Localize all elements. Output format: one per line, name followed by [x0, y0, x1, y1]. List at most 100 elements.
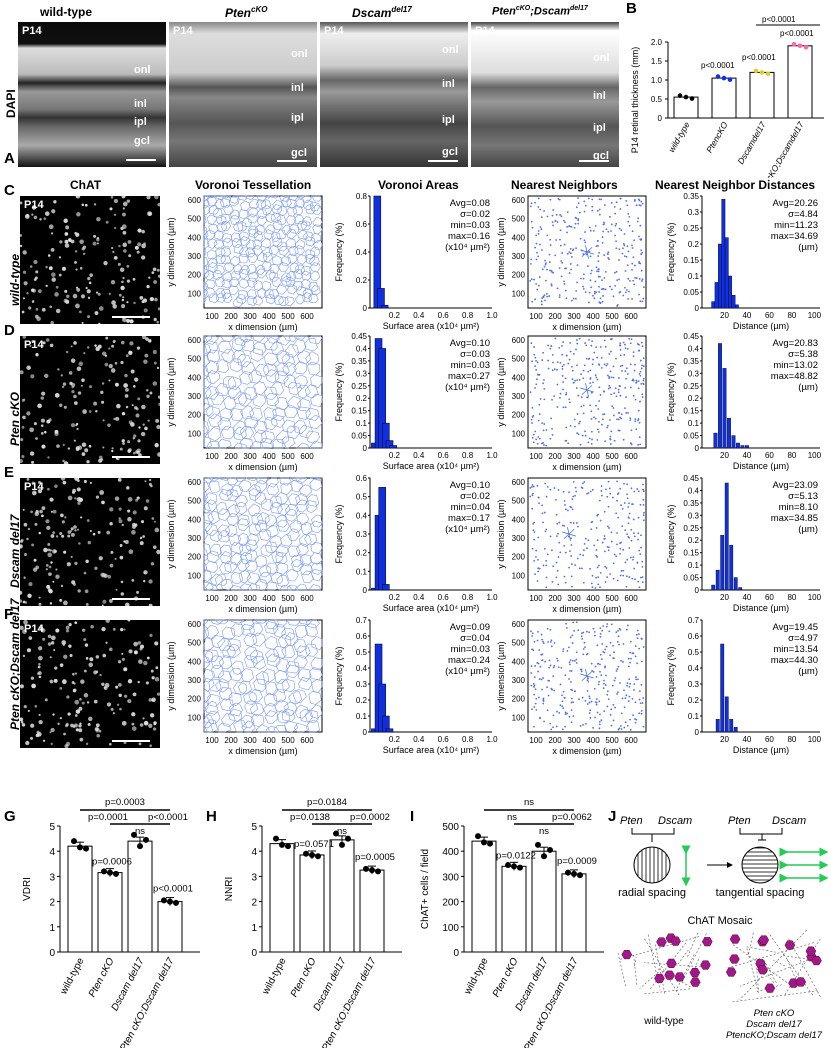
panel-b-bar [673, 96, 699, 119]
chart-point [505, 862, 511, 869]
area-xtick: 0.8 [462, 735, 474, 744]
chart-ytick: 400 [442, 847, 459, 858]
chart-ylabel: NNRI [224, 877, 235, 901]
chart-ytick: 0 [251, 948, 257, 959]
chart-category: wild-type [58, 956, 87, 997]
chart-pvalue: p=0.0062 [552, 812, 592, 823]
chart-ytick: 2 [251, 898, 257, 909]
nnd-hist-bar [738, 587, 743, 591]
nnd-stat: max=34.85 [771, 513, 818, 524]
area-stat: max=0.16 [448, 231, 490, 242]
nnd-xlabel: Distance (µm) [733, 745, 789, 755]
nnd-ytick: 0.7 [688, 616, 700, 625]
nn-distance-histogram: 0 0.05 0.1 0.15 0.2 0.25 0.3 0.35 20 40 60 80 100 Dis… [666, 192, 822, 331]
area-xtick: 0.4 [413, 311, 425, 320]
micrograph-a-double: P14 onl inl ipl gcl [471, 22, 619, 167]
voronoi-xtick: 300 [243, 452, 257, 461]
nnd-stat: max=48.82 [771, 371, 818, 382]
area-xlabel: Surface area (x10⁴ µm²) [383, 745, 480, 755]
nnd-xtick: 100 [808, 311, 822, 320]
area-xtick: 1.0 [486, 451, 498, 460]
nnd-ytick: 0.1 [688, 712, 700, 721]
area-xtick: 0.8 [462, 311, 474, 320]
nnd-stat: (µm) [798, 666, 818, 677]
nnd-stat: min=8.10 [779, 502, 818, 513]
nn-ytick: 600 [512, 196, 526, 205]
area-ytick: 0.3 [356, 530, 368, 539]
chart-pvalue: p=0.0002 [350, 812, 390, 823]
mosaic-cell [656, 937, 667, 947]
nnd-stat: max=34.69 [771, 231, 818, 242]
area-xlabel: Surface area (x10⁴ µm²) [383, 603, 480, 613]
area-stat: σ=0.03 [460, 349, 490, 360]
chart-pvalue: ns [524, 797, 534, 808]
chart-point [541, 853, 547, 860]
nnd-hist-bar [733, 726, 738, 733]
chart-pvalue: p=0.0006 [92, 857, 132, 868]
chart-ytick: 0 [453, 948, 459, 959]
panel-b-point [753, 68, 759, 74]
panel-letter-h: H [206, 808, 217, 825]
mosaic-cell [795, 977, 807, 987]
voronoi-xlabel: x dimension (µm) [228, 604, 297, 614]
nnd-xtick: 60 [765, 593, 774, 602]
area-ytick: 0.45 [351, 332, 367, 341]
nnd-xtick: 40 [742, 593, 751, 602]
panel-j-pten-left: Pten [620, 815, 643, 827]
chart-ytick: 300 [442, 872, 459, 883]
chart-bar [471, 840, 497, 953]
area-stat: σ=0.02 [460, 491, 490, 502]
chart-category: wild-type [260, 956, 289, 997]
nn-ytick: 500 [512, 497, 526, 506]
nnd-ytick: 0.2 [688, 394, 700, 403]
nn-xtick: 200 [548, 594, 562, 603]
nnd-hist-bar [733, 577, 738, 591]
area-stat: min=0.03 [451, 220, 490, 231]
nnd-ytick: 0.3 [688, 680, 700, 689]
chat-micrograph: P14 [20, 620, 160, 748]
nnd-xlabel: Distance (µm) [733, 321, 789, 331]
area-hist-bar [378, 487, 386, 591]
header-voronoi-areas: Voronoi Areas [378, 178, 459, 192]
panel-b-point [803, 45, 809, 50]
mosaic-cell [729, 954, 740, 964]
area-ytick: 0.2 [356, 696, 368, 705]
area-stat: (x10⁴ µm²) [445, 242, 490, 253]
chart-point [475, 833, 481, 840]
chart-point [487, 840, 493, 847]
chart-ytick: 5 [251, 822, 257, 833]
nnd-xtick: 20 [720, 451, 729, 460]
nnd-xtick: 100 [808, 593, 822, 602]
area-ytick: 0.3 [356, 680, 368, 689]
chart-point [161, 897, 167, 904]
nnd-hist-bar [731, 294, 736, 309]
area-stat: Avg=0.08 [450, 198, 490, 209]
nn-ytick: 600 [512, 478, 526, 487]
area-hist-bar [382, 584, 390, 591]
chart-ytick: 3 [251, 872, 257, 883]
nnd-ytick: 0.4 [688, 664, 700, 673]
nnd-ytick: 0.2 [688, 696, 700, 705]
header-voronoi-tessellation: Voronoi Tessellation [195, 178, 312, 192]
nnd-hist-bar [728, 275, 732, 309]
nn-ytick: 200 [512, 695, 526, 704]
area-ylabel: Frequency (%) [334, 222, 344, 281]
chart-pvalue: p<0.0001 [153, 884, 193, 895]
area-ytick: 0.1 [356, 567, 368, 576]
area-xtick: 0.6 [438, 311, 450, 320]
chart-point [83, 845, 89, 852]
nnd-xtick: 40 [742, 735, 751, 744]
area-xlabel: Surface area (x10⁴ µm²) [383, 321, 480, 331]
mosaic-cell [725, 967, 737, 977]
nn-ytick: 300 [512, 252, 526, 261]
chart-pvalue: p<0.0001 [148, 812, 188, 823]
nnd-ylabel: Frequency (%) [666, 222, 676, 281]
nnd-ytick: 0.05 [683, 288, 699, 297]
area-stat: (x10⁴ µm²) [445, 524, 490, 535]
chart-point [173, 899, 179, 906]
chart-bar [67, 845, 93, 953]
panel-letter-a: A [4, 150, 15, 167]
